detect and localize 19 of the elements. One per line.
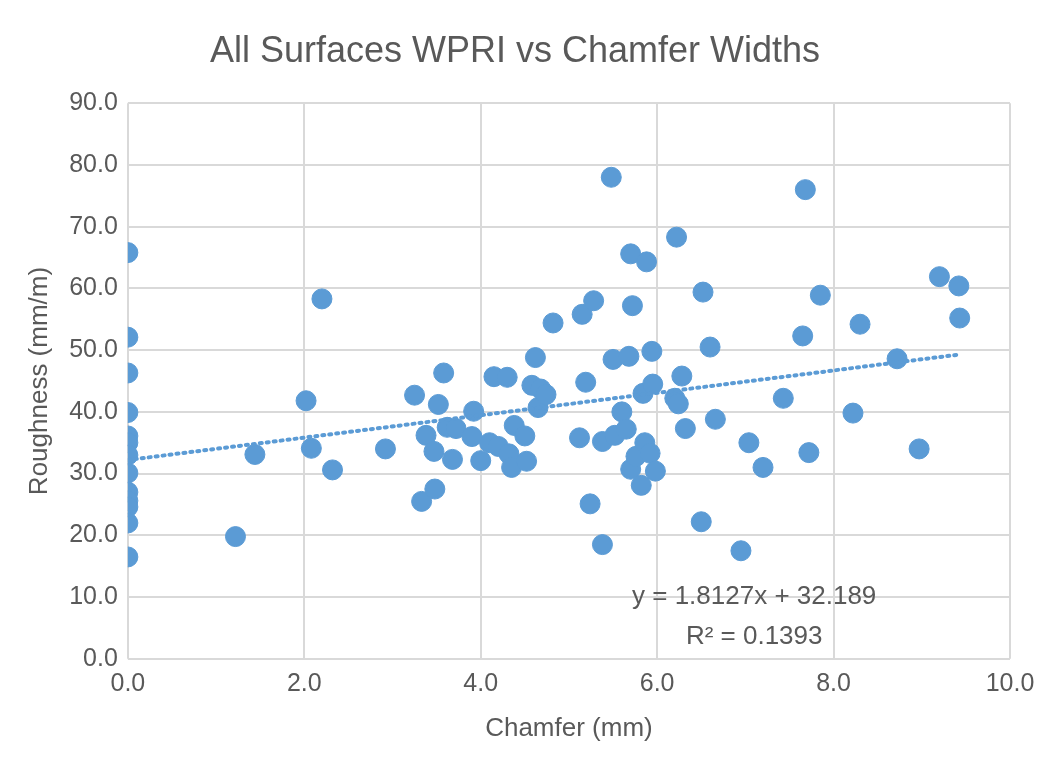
chart-title: All Surfaces WPRI vs Chamfer Widths [209,28,821,70]
x-tick-label: 2.0 [286,667,322,696]
x-tick-label: 10.0 [985,667,1035,696]
x-tick-label: 6.0 [639,667,675,696]
x-tick-label: 4.0 [463,667,499,696]
y-tick-label: 60.0 [69,272,118,301]
y-tick-label: 10.0 [69,580,118,609]
annotation: y = 1.8127x + 32.189 [632,579,877,610]
x-tick-label: 8.0 [816,667,851,696]
annotation: R² = 0.1393 [685,619,823,650]
y-tick-label: 20.0 [69,519,118,548]
y-tick-label: 50.0 [69,334,118,363]
y-tick-label: 70.0 [69,210,118,239]
y-tick-label: 90.0 [69,87,118,116]
y-axis-title: Roughness (mm/m) [22,266,53,496]
y-tick-label: 80.0 [69,148,118,177]
y-tick-label: 40.0 [69,395,118,424]
x-axis-title: Chamfer (mm) [485,711,653,742]
y-tick-label: 30.0 [69,457,118,486]
